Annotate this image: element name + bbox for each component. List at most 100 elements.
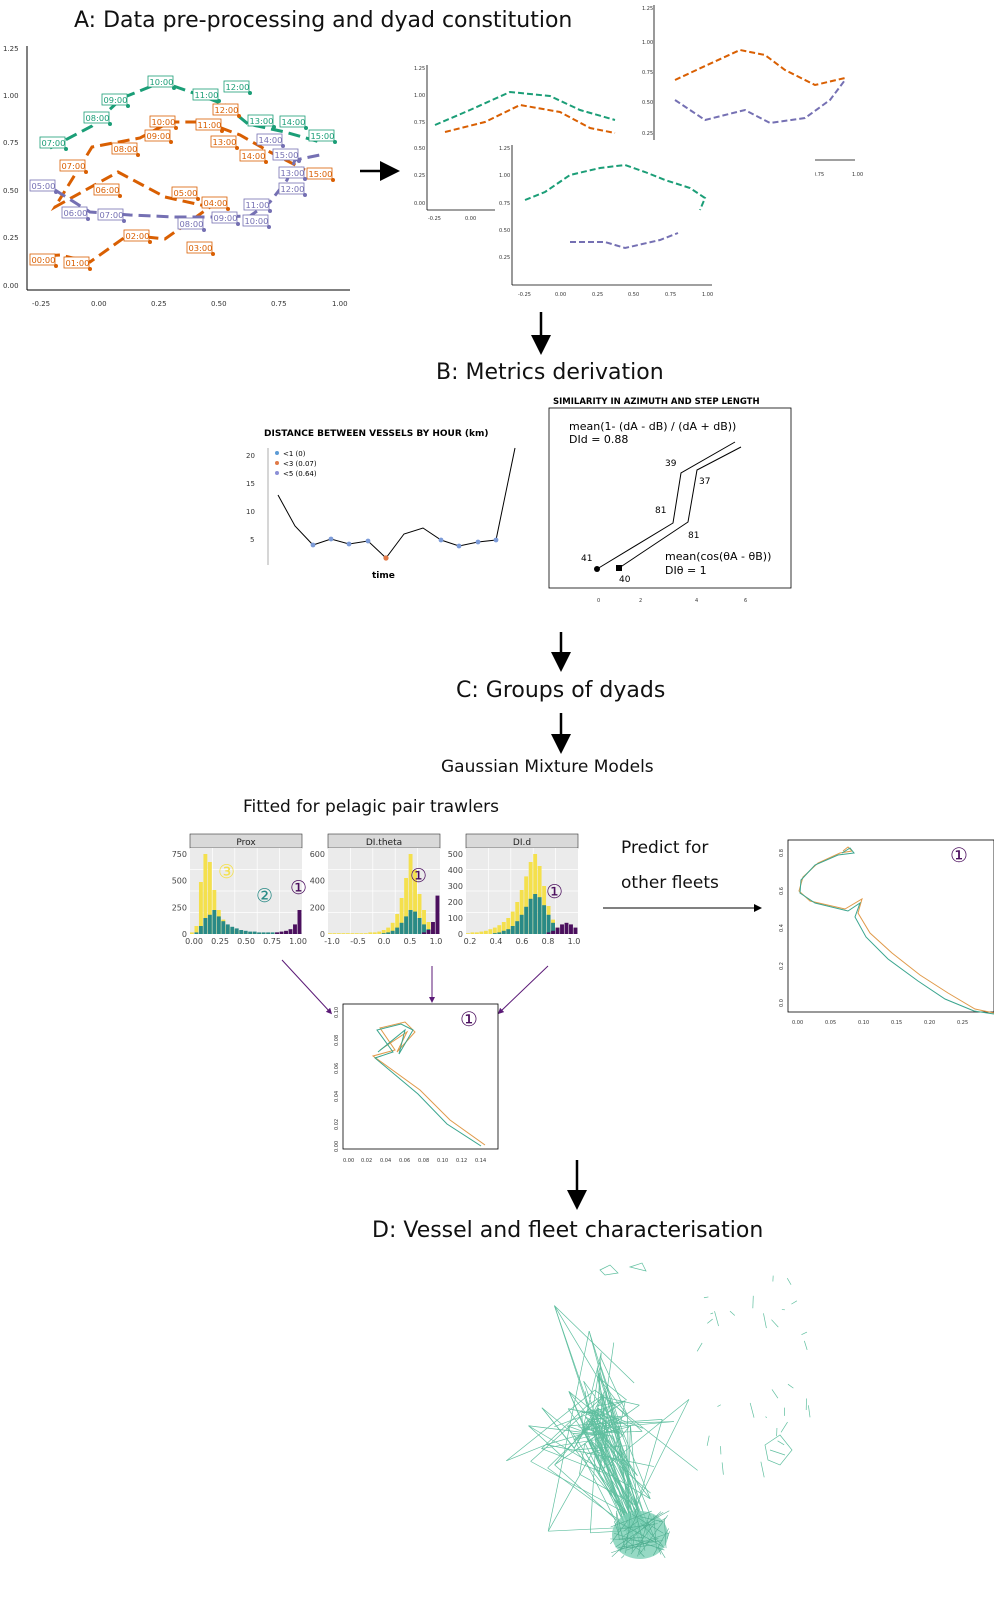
distance-xlabel: time [372, 571, 395, 581]
hist-bar [404, 916, 409, 934]
hist-bar [243, 930, 248, 934]
network-edge [630, 1522, 656, 1555]
hist-bar [515, 902, 520, 934]
network-edge [618, 1537, 643, 1540]
hist-bar [212, 910, 217, 934]
vessel-a-track [596, 441, 736, 570]
y-tick: 0 [320, 930, 325, 939]
network-edge [603, 1399, 690, 1469]
y-tick: 750 [172, 850, 187, 859]
time-label-box [29, 253, 56, 266]
network-edge [584, 1433, 601, 1466]
track-point [264, 160, 268, 164]
time-label-box [278, 182, 305, 195]
time-label: 14:00 [282, 117, 306, 127]
hist-bar [417, 894, 422, 934]
network-edge [631, 1536, 635, 1552]
hist-bar [386, 932, 391, 934]
hist-bar [216, 916, 221, 934]
track-point [268, 209, 272, 213]
network-edge [582, 1419, 589, 1426]
hist-bar [341, 933, 346, 934]
time-label: 09:00 [104, 95, 128, 105]
track-point [235, 146, 239, 150]
predict-label-2: other fleets [621, 873, 719, 893]
time-label: 02:00 [126, 231, 150, 241]
hist-bar [551, 930, 555, 934]
x-tick: 0.06 [399, 1158, 410, 1164]
time-label: 13:00 [213, 137, 237, 147]
hist-bar [194, 932, 199, 934]
track-point [118, 194, 122, 198]
distance-plot: DISTANCE BETWEEN VESSELS BY HOUR (km) 20… [246, 429, 516, 581]
svg-text:0.25: 0.25 [642, 131, 653, 137]
network-edge [546, 1433, 585, 1445]
hist-bar [413, 870, 417, 934]
time-label-box [278, 166, 305, 179]
time-label-box [59, 159, 86, 172]
x-tick: 0.20 [924, 1020, 935, 1026]
track-point [333, 140, 337, 144]
hist-bar [470, 932, 475, 934]
time-label-box [279, 115, 306, 128]
gmm-label: Gaussian Mixture Models [441, 757, 654, 777]
time-label-box [186, 241, 213, 254]
y-tick: 0 [458, 930, 463, 939]
time-label: 15:00 [309, 169, 333, 179]
hist-bar [207, 862, 212, 934]
hist-bar [225, 924, 230, 934]
time-label-box [177, 217, 204, 230]
y-tick: 300 [448, 882, 463, 891]
hist-bar [275, 932, 279, 934]
hist-bar [404, 878, 409, 934]
cluster-marker: ① [290, 877, 307, 899]
time-label: 15:00 [275, 150, 299, 160]
hist-bar [408, 854, 413, 934]
network-edge [598, 1373, 652, 1536]
hist-bar [435, 895, 440, 934]
network-edge [587, 1394, 605, 1406]
network-edge [590, 1433, 597, 1441]
cluster-marker: ① [410, 865, 427, 887]
time-label-box [308, 129, 335, 142]
network-edge [658, 1546, 666, 1559]
network-edge [554, 1305, 598, 1378]
hist-bar [488, 929, 493, 934]
y-tick: 5 [250, 536, 254, 544]
hist-bar [515, 921, 520, 934]
hist-bar [524, 876, 529, 934]
x-tick: 0.5 [404, 937, 417, 946]
x-tick: 0.75 [271, 300, 287, 308]
x-tick: 1.0 [430, 937, 443, 946]
x-tick: 0.25 [957, 1020, 968, 1026]
similarity-plot: SIMILARITY IN AZIMUTH AND STEP LENGTH me… [548, 397, 792, 604]
network-edge [631, 1513, 664, 1534]
network-edge [567, 1408, 649, 1530]
di-theta: DIθ = 1 [665, 564, 707, 577]
hist-bar [483, 930, 488, 934]
time-label: 09:00 [214, 213, 238, 223]
time-label-box [111, 142, 138, 155]
network-edge [618, 1523, 658, 1530]
track-point [88, 267, 92, 271]
y-tick: 0.4 [779, 924, 785, 932]
track-point [303, 177, 307, 181]
network-edge [710, 1312, 714, 1315]
hist-bar [417, 918, 422, 934]
time-label-box [171, 186, 198, 199]
y-tick: 0.06 [334, 1063, 340, 1074]
x-tick: 0.50 [237, 937, 255, 946]
x-tick: 0.4 [490, 937, 503, 946]
network-edge [615, 1520, 655, 1548]
svg-text:0.50: 0.50 [414, 146, 425, 152]
hist-bar [492, 927, 497, 934]
time-label: 08:00 [114, 144, 138, 154]
time-label-box [210, 135, 237, 148]
orange-trajectory [29, 120, 306, 264]
svg-text:0.25: 0.25 [499, 255, 510, 261]
hist-bar [363, 933, 368, 934]
svg-text:0.00: 0.00 [465, 216, 476, 222]
time-label: 07:00 [62, 161, 86, 171]
hist-bar [270, 932, 275, 934]
